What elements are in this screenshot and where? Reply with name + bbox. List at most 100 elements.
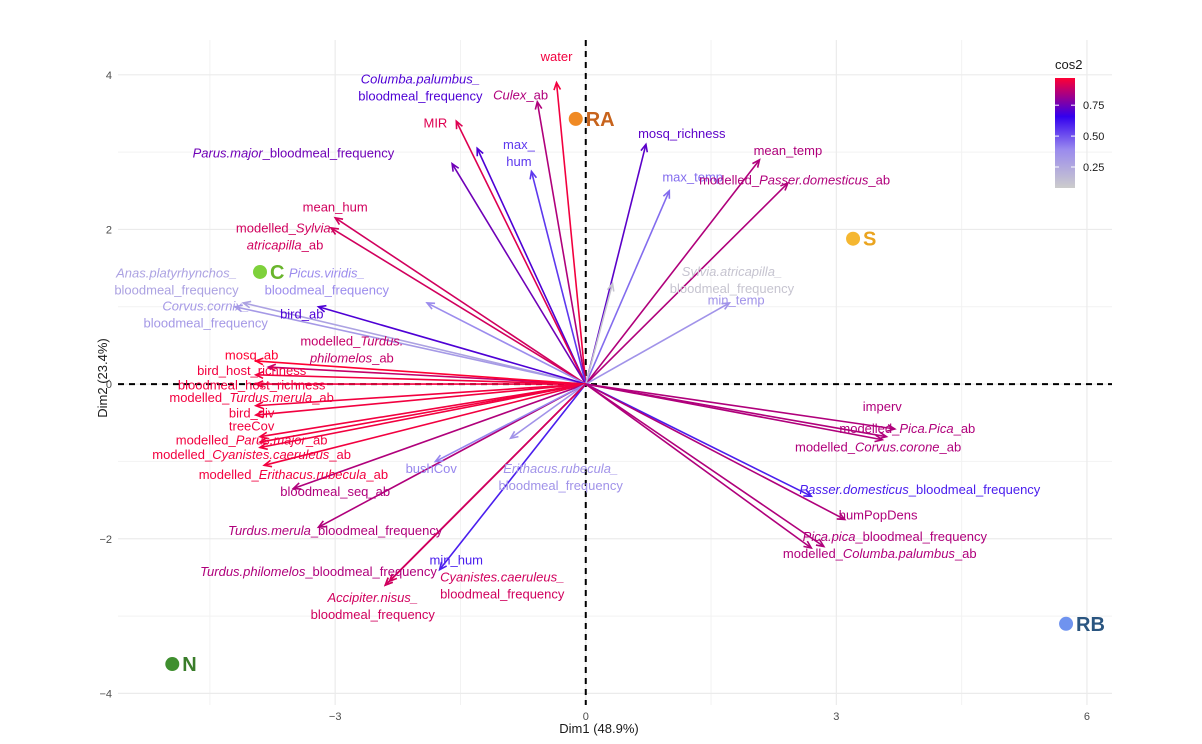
variable-label: Picus.viridis_ [289, 265, 365, 280]
variable-label-segment: humPopDens [839, 507, 918, 522]
variable-label-segment: atricapilla [247, 238, 302, 253]
variable-label-segment: mean_temp [754, 143, 823, 158]
variable-label-segment: bird_ab [280, 306, 323, 321]
variable-label: bloodmeal_seq_ab [280, 484, 390, 499]
variable-arrowhead [316, 520, 327, 529]
x-tick-label: 0 [583, 711, 589, 723]
variable-label: treeCov [229, 418, 275, 433]
variable-label: min_temp [708, 292, 765, 307]
variable-arrowhead [329, 226, 340, 235]
variable-label: bloodmeal_host_richness [178, 378, 326, 393]
grid [118, 40, 1112, 705]
variable-arrow [384, 383, 587, 586]
variable-label-segment: _ab [311, 390, 334, 405]
variable-label: bloodmeal_frequency [440, 586, 565, 601]
variable-label-segment: modelled_ [176, 432, 237, 447]
variable-label: max_ [503, 137, 536, 152]
legend-ticks: 0.25 0.50 0.75 [1055, 100, 1104, 174]
variable-label-segment: _ab [867, 173, 890, 188]
variable-label-segment: Parus.major [236, 432, 307, 447]
variable-arrowhead [721, 301, 732, 310]
group-point [1059, 616, 1074, 631]
variable-label-segment: _bloodmeal_frequency [908, 482, 1041, 497]
group-point [165, 657, 180, 672]
variable-label: Parus.major_bloodmeal_frequency [193, 146, 395, 161]
variable-label-segment: bloodmeal_frequency [311, 607, 436, 622]
variable-arrowhead [886, 423, 897, 432]
variable-label: bloodmeal_frequency [311, 607, 436, 622]
variable-label-segment: Culex [493, 88, 527, 103]
group-point [253, 264, 267, 279]
variable-label: Columba.palumbus_ [361, 71, 480, 86]
variable-arrowhead [253, 380, 264, 389]
variable-label: max_temp [662, 170, 723, 185]
variable-label-segment: _bloodmeal_frequency [262, 146, 395, 161]
group-point [846, 231, 861, 246]
x-tick-label: 3 [833, 711, 839, 723]
variable-label: Passer.domesticus_bloodmeal_frequency [799, 482, 1040, 497]
variable-label-segment: max_temp [662, 170, 723, 185]
variable-label: bloodmeal_frequency [265, 282, 390, 297]
variable-arrowhead [803, 489, 814, 498]
variable-arrow [293, 383, 587, 490]
variable-arrowhead [455, 119, 463, 130]
variable-arrow [585, 159, 761, 385]
variable-label-segment: _ab [328, 447, 351, 462]
variable-arrowhead [534, 99, 543, 110]
variable-label-segment: _bloodmeal_frequency [310, 523, 443, 538]
variable-arrow [510, 383, 587, 439]
variable-label-segment: bloodmeal_frequency [358, 88, 483, 103]
variable-label-segment: Cyanistes.caeruleus_ [440, 569, 564, 584]
variable-label-segment: philomelos [309, 350, 373, 365]
variable-label: bloodmeal_frequency [358, 88, 483, 103]
legend: cos2 0.25 0.50 0.75 [1055, 57, 1104, 188]
variable-arrow [585, 383, 883, 441]
legend-tick-label: 0.75 [1083, 100, 1104, 112]
variable-arrow [585, 383, 825, 548]
variable-arrow [255, 360, 586, 385]
variable-label-segment: Anas.platyrhynchos_ [115, 265, 237, 280]
group-label: N [182, 654, 196, 676]
variable-label: Cyanistes.caeruleus_ [440, 569, 564, 584]
variable-label-segment: modelled_ [300, 333, 361, 348]
group-label: RA [586, 109, 615, 131]
variable-arrow [255, 383, 586, 416]
variable-arrowhead [241, 300, 252, 309]
variable-arrow [330, 227, 587, 385]
y-tick-label: 0 [106, 379, 112, 391]
variable-label-segment: bloodmeal_frequency [114, 282, 239, 297]
variable-label: bird_ab [280, 306, 323, 321]
variable-arrow [585, 383, 812, 549]
variable-label-segment: Pica.Pica [899, 421, 953, 436]
variable-label: mean_hum [303, 200, 368, 215]
variable-label: mosq_ab [225, 347, 278, 362]
variable-label-segment: bushCov [406, 461, 458, 476]
variable-arrow [259, 383, 586, 438]
variable-arrowhead [815, 539, 826, 548]
variable-label-segment: bloodmeal_frequency [670, 281, 795, 296]
variable-arrow [259, 383, 586, 443]
variable-label-segment: _ab [525, 88, 548, 103]
variable-label-segment: _ab [953, 421, 976, 436]
variable-arrowhead [433, 454, 444, 463]
variable-arrowhead [874, 434, 885, 443]
variable-label-segment: _ab [954, 546, 977, 561]
variable-label: modelled_Pica.Pica_ab [839, 421, 975, 436]
variable-label-segment: bloodmeal_host_richness [178, 378, 326, 393]
variable-arrowhead [553, 80, 562, 91]
legend-title: cos2 [1055, 57, 1082, 72]
group-centroids: RA S C N RB [165, 109, 1105, 676]
variable-arrowhead [476, 146, 484, 157]
variable-arrow [536, 101, 587, 385]
variable-label: bird_div [229, 405, 275, 420]
variable-label-segment: Passer.domesticus [799, 482, 909, 497]
variable-arrow [585, 190, 671, 385]
variable-label-segment: min_temp [708, 292, 765, 307]
variable-label: min_hum [430, 552, 483, 567]
variable-arrowhead [253, 357, 264, 366]
variable-arrow [268, 366, 586, 385]
variable-label: modelled_Columba.palumbus_ab [783, 546, 977, 561]
variable-label-segment: min_hum [430, 552, 483, 567]
group-point [568, 111, 583, 126]
variable-labels: waterCulex_abColumba.palumbus_bloodmeal_… [114, 49, 1041, 622]
